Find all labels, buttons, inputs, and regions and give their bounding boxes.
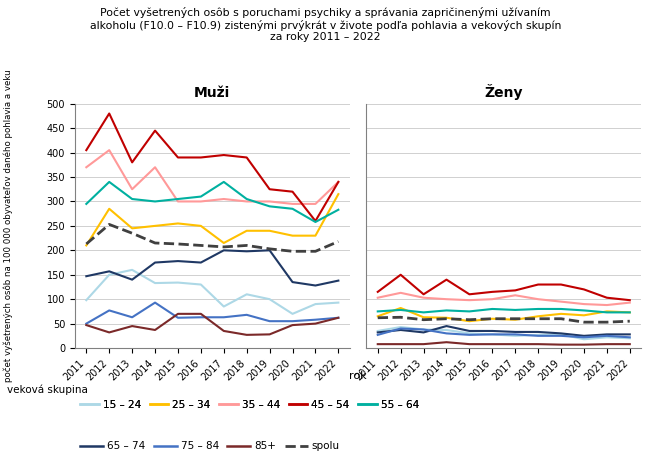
Title: Muži: Muži: [194, 86, 230, 100]
Text: rok: rok: [349, 371, 367, 381]
Text: Počet vyšetrených osôb s poruchami psychiky a správania zapričinenými užívaním
a: Počet vyšetrených osôb s poruchami psych…: [90, 7, 561, 42]
Text: veková skupina: veková skupina: [7, 384, 87, 395]
Text: počet vyšetrených osôb na 100 000 obyvateľov daného pohlavia a veku: počet vyšetrených osôb na 100 000 obyvat…: [4, 70, 13, 382]
Legend: 15 – 24, 25 – 34, 35 – 44, 45 – 54, 55 – 64: 15 – 24, 25 – 34, 35 – 44, 45 – 54, 55 –…: [80, 400, 419, 410]
Title: Ženy: Ženy: [484, 84, 523, 100]
Legend: 65 – 74, 75 – 84, 85+, spolu: 65 – 74, 75 – 84, 85+, spolu: [80, 441, 340, 451]
